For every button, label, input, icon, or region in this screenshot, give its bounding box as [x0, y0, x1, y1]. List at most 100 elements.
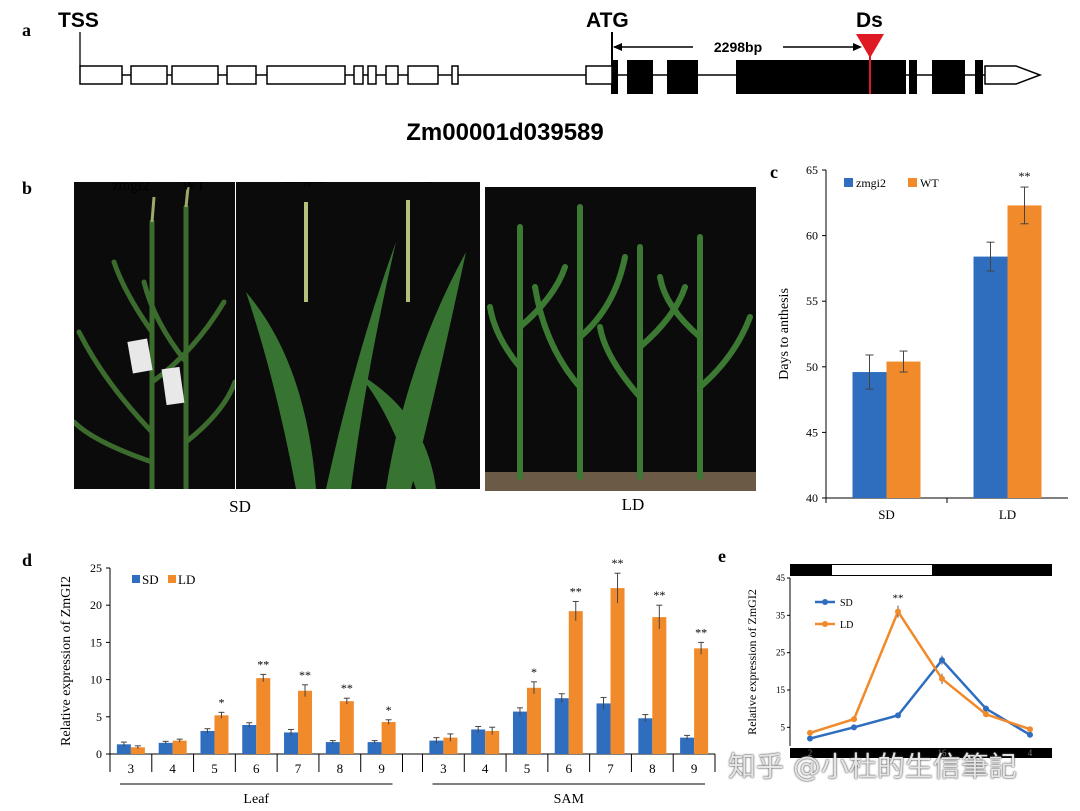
panel-b-label: b: [22, 178, 32, 198]
x-tick-label: 6: [253, 761, 260, 776]
x-tick-label: 3: [128, 761, 135, 776]
bar-SD: [596, 703, 611, 754]
y-tick-label: 50: [806, 360, 818, 374]
bar-zmgi2: [852, 372, 887, 498]
x-tick-label: 7: [607, 761, 614, 776]
x-tick-label: 9: [691, 761, 698, 776]
x-tick-label: 2: [808, 748, 813, 758]
point-LD: [895, 608, 901, 615]
x-tick-label: 8: [337, 761, 344, 776]
y-tick-label: 15: [90, 635, 102, 649]
y-axis-title: Relative expression of ZmGI2: [745, 589, 759, 735]
point-LD: [807, 729, 813, 736]
y-tick-label: 25: [90, 561, 102, 575]
ds-label: Ds: [856, 9, 883, 32]
bar-WT: [1007, 205, 1042, 498]
y-tick-label: 40: [806, 491, 818, 505]
bar-SD: [325, 742, 340, 754]
bar-LD: [694, 648, 709, 754]
bar-WT: [886, 361, 921, 498]
bar-LD: [214, 715, 229, 754]
significance-mark: **: [1019, 169, 1031, 183]
point-LD: [1027, 726, 1033, 733]
bar-LD: [652, 617, 667, 754]
x-tick-label: LD: [999, 507, 1016, 522]
panel-a-label: a: [22, 20, 31, 40]
x-tick-label: 9: [378, 761, 385, 776]
x-tick-label: 4: [1028, 748, 1033, 758]
bar-SD: [638, 718, 653, 754]
photoperiod-bar-light: [832, 565, 932, 575]
point-LD: [939, 675, 945, 682]
group-label: SAM: [554, 792, 585, 807]
significance-mark: *: [386, 703, 392, 717]
watermark-text: 知乎 @小杜的生信筆記: [728, 750, 1017, 783]
x-tick-label: 5: [524, 761, 531, 776]
distance-label: 2298bp: [714, 39, 762, 55]
legend-label: WT: [920, 176, 939, 190]
tassel-illustration: [246, 200, 466, 489]
y-tick-label: 5: [781, 722, 786, 732]
bar-SD: [680, 737, 695, 754]
legend-marker: [822, 621, 828, 627]
legend-label: SD: [840, 598, 853, 609]
bar-SD: [429, 740, 444, 754]
panel-d-label: d: [22, 550, 32, 570]
panel-c-bar-chart: c 40 45 50 55 60 65 Days to anthesis SD LD ** zmgi…: [770, 162, 1068, 522]
photo-sd-tassels: zmgi2 WT: [236, 182, 480, 489]
bar-SD: [200, 730, 215, 754]
x-tick-label: 8: [649, 761, 656, 776]
x-tick-label: 7: [295, 761, 302, 776]
point-SD: [851, 724, 857, 731]
y-axis-title: Relative expression of ZmGI2: [59, 576, 74, 746]
panel-c-label: c: [770, 162, 778, 182]
bar-LD: [381, 722, 396, 754]
legend-swatch: [132, 575, 140, 583]
point-SD: [983, 705, 989, 712]
point-LD: [983, 711, 989, 718]
ds-insertion-marker: [856, 34, 884, 58]
y-axis-title: Days to anthesis: [777, 288, 792, 380]
panel-e-line-chart: e 5 15 25 35 45 Relative expression of ZmGI2 2…: [718, 546, 1052, 758]
photo2-label-zmgi2: zmgi2: [282, 182, 325, 188]
legend-swatch: [908, 178, 917, 187]
atg-label: ATG: [586, 9, 629, 32]
y-tick-label: 10: [90, 673, 102, 687]
ld-plants-illustration: [485, 204, 756, 491]
utr3-exon-arrow: [984, 65, 1043, 85]
bar-SD: [512, 711, 527, 754]
significance-mark: **: [695, 625, 707, 639]
significance-mark: *: [531, 665, 537, 679]
photo1-label-zmgi2: zmgi2: [112, 182, 150, 194]
photo-ld-plants: zmgi2 WT: [485, 187, 756, 491]
bar-LD: [568, 611, 583, 754]
significance-mark: **: [341, 681, 353, 695]
significance-mark: **: [299, 668, 311, 682]
tss-label: TSS: [58, 9, 99, 32]
x-tick-label: 4: [482, 761, 489, 776]
x-tick-label: SD: [878, 507, 895, 522]
bar-LD: [130, 747, 145, 754]
bar-SD: [367, 742, 382, 754]
y-tick-label: 0: [96, 747, 102, 761]
y-tick-label: 25: [776, 648, 786, 658]
line-SD: [809, 658, 1031, 740]
y-tick-label: 15: [776, 685, 786, 695]
significance-mark: **: [257, 657, 269, 671]
bar-LD: [526, 687, 541, 754]
bar-LD: [256, 678, 271, 754]
x-tick-label: 6: [566, 761, 573, 776]
caption-ld: LD: [622, 495, 645, 514]
photo1-label-wt: WT: [182, 182, 206, 194]
x-tick-label: 5: [211, 761, 218, 776]
y-tick-label: 35: [776, 610, 786, 620]
legend-swatch: [844, 178, 853, 187]
y-tick-label: 45: [776, 573, 786, 583]
panel-e-label: e: [718, 546, 726, 566]
bar-LD: [298, 690, 313, 754]
photo2-label-wt: WT: [408, 182, 434, 188]
distance-arrowhead-right: [853, 43, 862, 51]
bar-SD: [471, 729, 486, 754]
bar-LD: [485, 730, 500, 754]
